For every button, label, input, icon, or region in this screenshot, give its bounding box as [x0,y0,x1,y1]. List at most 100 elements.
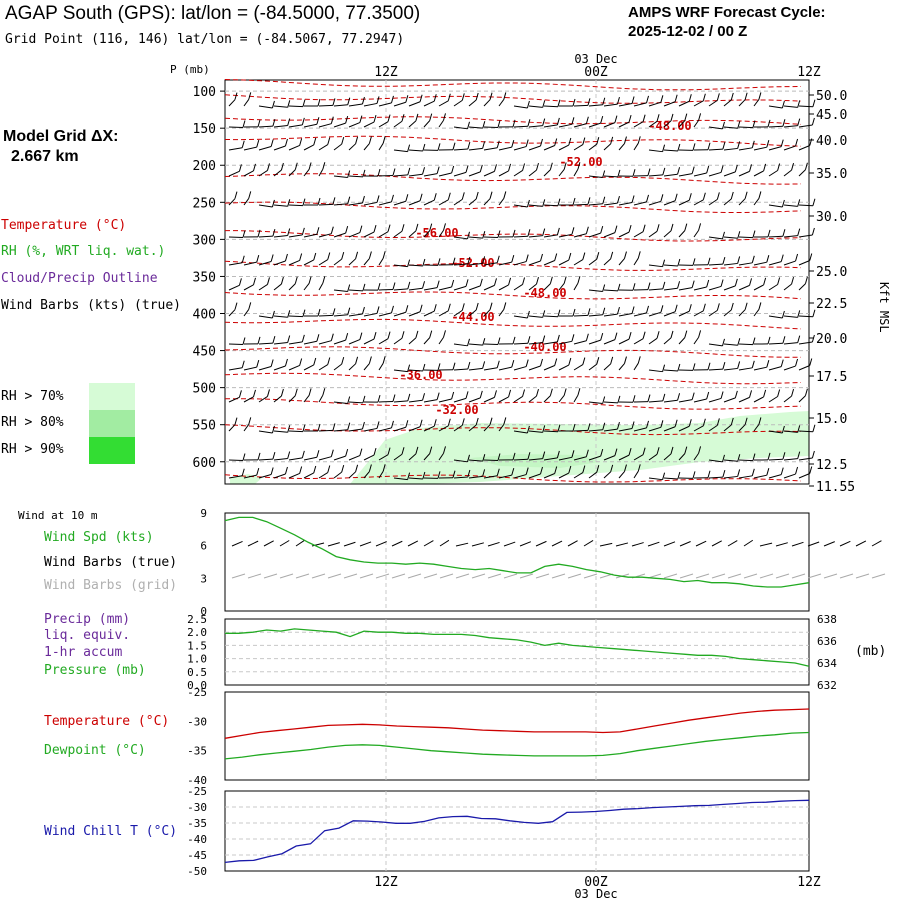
value-tick-label: 2.5 [187,613,207,626]
wind10-barb-grid [327,573,342,579]
wind-barb [528,169,537,177]
bottom-time-tick-label: 12Z [374,875,398,890]
wind-barbs-grid-label: Wind Barbs (grid) [44,578,178,593]
wind10-barb-grid [727,573,742,579]
wind-barb [483,126,498,129]
height-tick-label: 11.55 [816,480,855,495]
wind-barb-flag [766,360,770,368]
wind-barb [393,288,408,291]
wind-barb [573,364,584,371]
wind-barb-flag [302,309,306,317]
wind-barb-flag [623,464,627,472]
wind-barb-flag [493,390,497,398]
wind-barb-flag [287,199,291,207]
wind-barb-flag [688,193,692,201]
wind-barb-flag [782,452,786,460]
wind-barb-flag [677,143,681,152]
wind-barb [633,143,639,151]
wind-barb-flag [660,420,664,428]
wind-barb [708,368,723,371]
wind-barb-flag [737,256,741,264]
wind-barb-flag [347,97,351,105]
wind-barb-flag [674,193,678,201]
wind-barb [393,101,406,107]
wind-barb [258,396,268,403]
wind10-barb-true [615,542,629,547]
wind-barb-flag [508,389,512,398]
wind-barb-flag [670,330,674,339]
wind-barb-flag [465,279,469,287]
wind10-barb-grid [279,573,294,579]
wind-barb-flag [812,424,816,432]
wind-barb-flag [809,138,813,146]
wind-barb [378,338,389,345]
legend-rh80-label: RH > 80% [1,415,64,430]
wind-barb-flag [722,454,725,462]
wind-barb-flag [763,277,767,286]
wind-barb-flag [465,391,469,399]
wind-barb [348,175,363,178]
wind-barb [678,120,686,128]
isotherm-line [224,398,802,410]
wind-barb-flag [525,359,529,367]
wind-barb-flag [392,394,396,402]
wind-barb-flag [691,280,695,288]
wind-barb [573,123,587,128]
wind-barb [738,99,746,107]
wind-barb [318,144,329,151]
wind-barb [363,102,378,107]
wind-barb [738,236,753,239]
wind-barb-flag [804,276,808,284]
wind-barb-flag [791,162,795,171]
wind-barb [513,261,527,266]
wind-barb-flag [767,229,771,238]
wind-barb [273,169,282,177]
wind-barb [573,203,588,206]
wind-barb [588,429,603,432]
wind-barb-flag [313,137,317,146]
wind-barb [618,471,625,479]
wind-barb [618,102,633,107]
legend-wind-barbs: Wind Barbs (kts) (true) [1,298,182,313]
wind-barb [408,120,417,128]
wind-barb [603,103,618,107]
wind-barb-flag [536,276,539,285]
wind-barb [573,104,588,107]
wind-barb [798,457,813,461]
wind-barb-flag [503,302,507,310]
wind-barb-flag [557,309,561,317]
wind-barb-flag [582,252,586,260]
wind-barb [693,172,707,177]
wind-barb [483,262,498,266]
wind-barb-flag [287,451,291,459]
wind-barb [528,105,543,108]
wind-barb-flag [758,417,762,425]
wind-barb [513,146,527,151]
wind-barb-flag [549,388,553,396]
wind-barb-flag [540,138,543,147]
wind-barb [318,429,333,432]
wind-barb-flag [405,194,409,202]
wind-barb-flag [568,252,572,261]
wind-barb-flag [628,224,632,233]
wind-barb [423,287,438,291]
wind-barb [453,263,468,266]
wind-barb [528,458,543,461]
wind10-barb-grid [487,573,502,579]
wind-barb-flag [452,257,456,265]
wind-barb-flag [749,164,753,172]
wind-barb [468,171,481,177]
wind-barb [438,398,452,403]
wind-barb [528,145,541,151]
wind-barb-flag [242,337,246,345]
wind-barb-flag [447,93,451,101]
wind-barb-flag [782,336,786,344]
wind-barb [543,169,551,177]
wind-barb-flag [392,282,396,290]
wind-barb [543,457,558,461]
isotherm-line [224,116,802,125]
wind-barb [558,283,565,291]
wind-barb-flag [280,388,284,397]
wind-barb-flag [475,417,479,426]
wind-barb-flag [241,468,245,476]
